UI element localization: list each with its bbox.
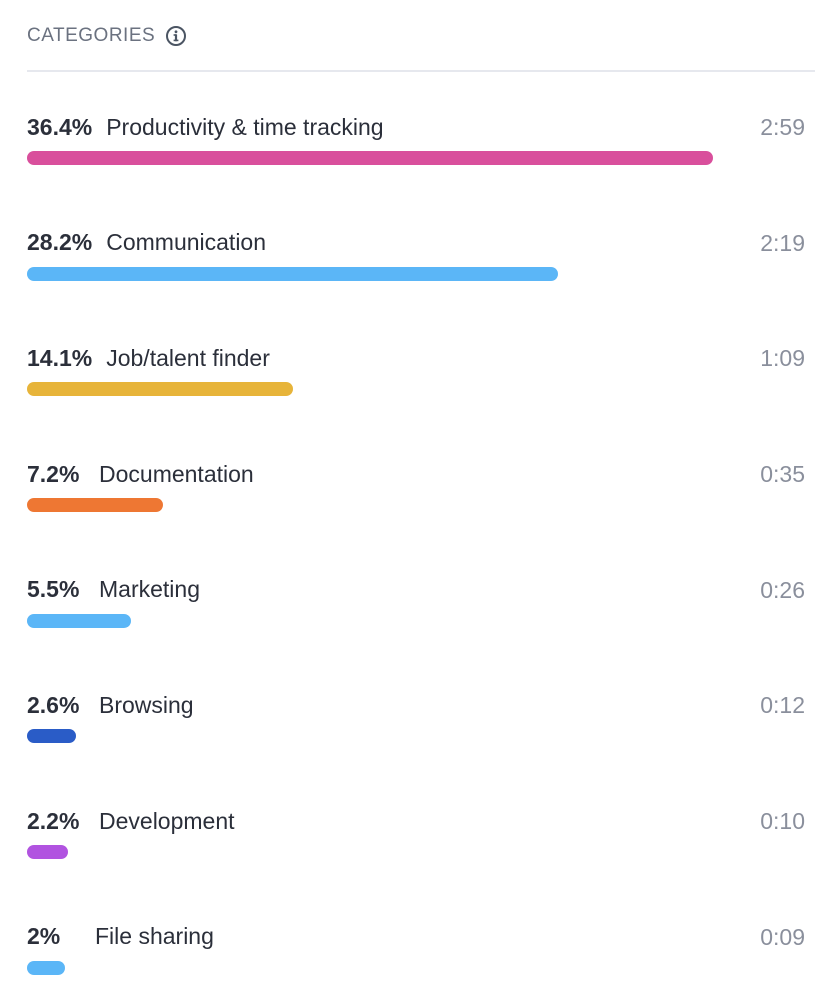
category-label: File sharing: [95, 923, 214, 950]
category-label: Documentation: [99, 460, 254, 487]
category-bar: [27, 151, 713, 165]
category-label: Job/talent finder: [106, 344, 270, 371]
category-duration: 2:59: [760, 114, 805, 140]
category-bar-track: [27, 960, 807, 975]
category-bar-track: [27, 266, 807, 281]
category-list: 36.4% Productivity & time tracking 2:59 …: [27, 110, 807, 1008]
category-percent: 2.6%: [27, 691, 80, 718]
category-percent: 2.2%: [27, 807, 80, 834]
category-row[interactable]: 14.1% Job/talent finder 1:09: [27, 341, 807, 457]
categories-header: CATEGORIES: [27, 22, 187, 50]
category-row[interactable]: 28.2% Communication 2:19: [27, 226, 807, 342]
category-row[interactable]: 2.6% Browsing 0:12: [27, 688, 807, 804]
category-bar-track: [27, 729, 807, 744]
category-bar-track: [27, 151, 807, 165]
category-percent: 7.2%: [27, 460, 80, 487]
category-bar-track: [27, 382, 807, 397]
info-circle-icon[interactable]: [165, 25, 187, 47]
category-percent: 28.2%: [27, 229, 93, 256]
category-duration: 0:12: [760, 692, 805, 719]
category-row[interactable]: 2% File sharing 0:09: [27, 920, 807, 1008]
category-row[interactable]: 7.2% Documentation 0:35: [27, 457, 807, 573]
category-bar: [27, 266, 559, 281]
category-label: Productivity & time tracking: [106, 113, 384, 140]
category-bar: [27, 613, 131, 628]
category-bar: [27, 498, 163, 513]
category-label: Development: [99, 807, 235, 834]
category-duration: 0:10: [760, 808, 805, 835]
category-bar-track: [27, 498, 807, 513]
category-bar: [27, 382, 293, 397]
category-label: Browsing: [99, 691, 194, 718]
category-percent: 2%: [27, 923, 61, 950]
category-label: Marketing: [99, 576, 200, 603]
categories-title: CATEGORIES: [27, 25, 156, 46]
category-bar: [27, 845, 69, 860]
category-duration: 0:26: [760, 576, 805, 603]
category-percent: 36.4%: [27, 113, 93, 140]
category-row[interactable]: 5.5% Marketing 0:26: [27, 573, 807, 689]
category-percent: 5.5%: [27, 576, 80, 603]
category-label: Communication: [106, 229, 267, 256]
category-row[interactable]: 36.4% Productivity & time tracking 2:59: [27, 110, 807, 226]
category-bar-track: [27, 613, 807, 628]
category-bar: [27, 729, 76, 744]
category-bar: [27, 960, 65, 975]
category-bar-track: [27, 845, 807, 860]
header-divider: [27, 70, 815, 72]
category-duration: 0:09: [760, 923, 805, 950]
category-duration: 0:35: [760, 461, 805, 488]
category-duration: 1:09: [760, 345, 805, 372]
category-percent: 14.1%: [27, 344, 93, 371]
category-duration: 2:19: [760, 229, 805, 256]
category-row[interactable]: 2.2% Development 0:10: [27, 804, 807, 920]
